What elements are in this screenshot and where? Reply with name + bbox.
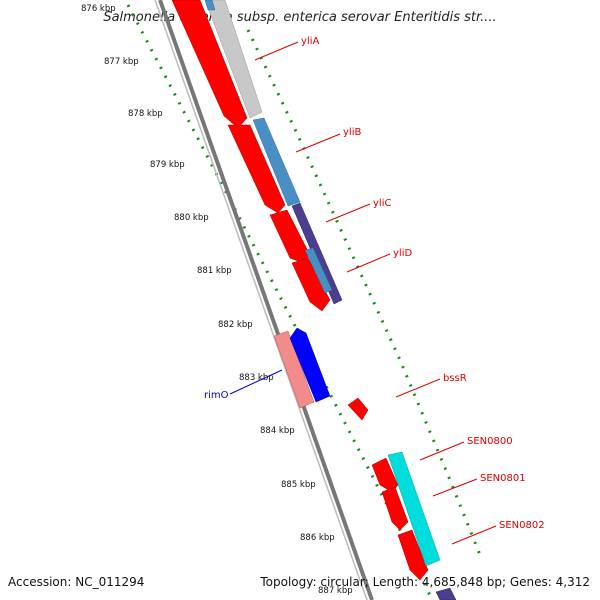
tick-label: 887 kbp bbox=[318, 586, 353, 596]
tick-label: 885 kbp bbox=[281, 480, 316, 490]
outer-track bbox=[246, 29, 484, 561]
gene-label-yliA[interactable]: yliA bbox=[301, 36, 319, 47]
tick-label: 881 kbp bbox=[197, 266, 232, 276]
gene-label-yliB[interactable]: yliB bbox=[343, 127, 361, 138]
gene-label-yliD[interactable]: yliD bbox=[393, 248, 412, 259]
gene-label-SEN0802[interactable]: SEN0802 bbox=[499, 520, 545, 531]
genome-backbone bbox=[158, 0, 374, 600]
connector-yliC bbox=[325, 203, 371, 223]
gene-rimO[interactable] bbox=[289, 327, 331, 403]
gene-pink bbox=[273, 330, 315, 409]
connector-yliB bbox=[295, 133, 341, 153]
connector-SEN0801 bbox=[432, 478, 478, 497]
gene-labels: yliA yliB yliC yliD bssR SEN0800 SEN0801… bbox=[204, 36, 545, 531]
gene-label-rimO[interactable]: rimO bbox=[204, 390, 229, 401]
gene-yliB[interactable] bbox=[227, 124, 286, 214]
tick-label: 879 kbp bbox=[150, 160, 185, 170]
accession-text: Accession: NC_011294 bbox=[8, 575, 145, 589]
tick-label: 882 kbp bbox=[218, 320, 253, 330]
tick-label: 884 kbp bbox=[260, 426, 295, 436]
gene-block-blue-2 bbox=[304, 247, 333, 294]
connector-yliD bbox=[346, 253, 391, 273]
gene-label-SEN0801[interactable]: SEN0801 bbox=[480, 473, 526, 484]
gene-block-blue-top bbox=[204, 0, 216, 11]
gene-block-gray bbox=[204, 0, 263, 119]
forward-strand-genes bbox=[171, 0, 429, 581]
connector-bssR bbox=[395, 378, 441, 398]
genome-backbone-inner bbox=[154, 0, 368, 600]
gene-yliD[interactable] bbox=[291, 257, 331, 312]
gene-SEN0801[interactable] bbox=[381, 486, 409, 531]
connector-rimO bbox=[229, 369, 283, 395]
gene-SEN0802[interactable] bbox=[397, 529, 429, 581]
tick-label: 877 kbp bbox=[104, 57, 139, 67]
label-connectors bbox=[229, 41, 497, 545]
topology-summary: Topology: circular; Length: 4,685,848 bp… bbox=[260, 575, 590, 589]
inner-genes bbox=[273, 327, 331, 409]
tick-labels: 876 kbp 877 kbp 878 kbp 879 kbp 880 kbp … bbox=[81, 4, 353, 596]
gene-label-SEN0800[interactable]: SEN0800 bbox=[467, 436, 513, 447]
tick-label: 880 kbp bbox=[174, 213, 209, 223]
tick-label: 883 kbp bbox=[239, 373, 274, 383]
reverse-strand-genes bbox=[204, 0, 457, 600]
gene-label-yliC[interactable]: yliC bbox=[373, 198, 391, 209]
connector-SEN0802 bbox=[451, 525, 497, 545]
connector-yliA bbox=[254, 41, 299, 61]
tick-label: 876 kbp bbox=[81, 4, 116, 14]
gene-block-purple-bottom bbox=[435, 587, 457, 600]
gene-label-bssR[interactable]: bssR bbox=[443, 373, 467, 384]
gene-yliA[interactable] bbox=[171, 0, 248, 129]
gene-block-blue-1 bbox=[252, 117, 301, 207]
tick-label: 878 kbp bbox=[128, 109, 163, 119]
tick-label: 886 kbp bbox=[300, 533, 335, 543]
connector-SEN0800 bbox=[419, 441, 465, 461]
gene-block-cyan bbox=[387, 451, 441, 567]
gene-bssR[interactable] bbox=[347, 397, 369, 421]
